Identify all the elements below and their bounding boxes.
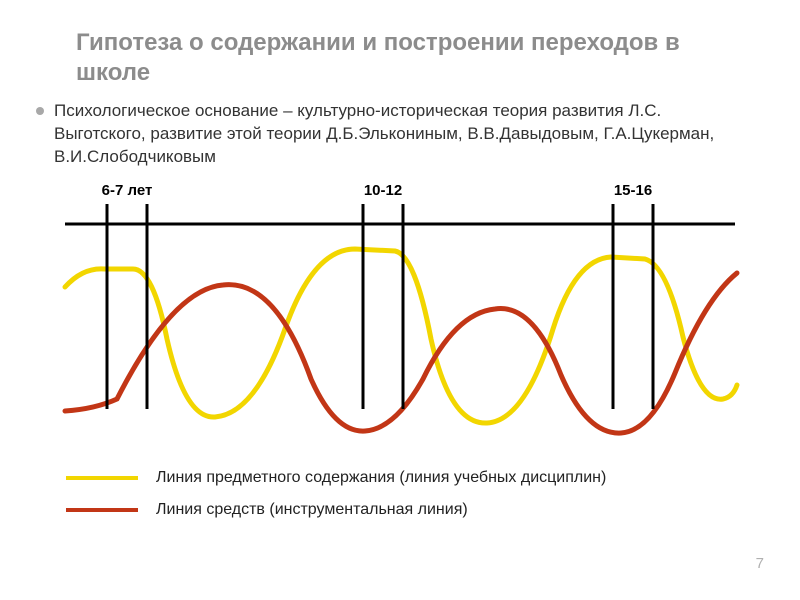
age-label: 6-7 лет [102, 182, 153, 199]
body-text: Психологическое основание – культурно-ис… [54, 100, 752, 169]
series-means [65, 273, 737, 433]
legend-label: Линия предметного содержания (линия учеб… [156, 469, 606, 487]
legend-swatch [66, 476, 138, 480]
legend-swatch [66, 508, 138, 512]
body-bullet: Психологическое основание – культурно-ис… [36, 100, 752, 179]
page-title: Гипотеза о содержании и построении перех… [48, 28, 752, 88]
legend-label: Линия средств (инструментальная линия) [156, 501, 468, 519]
age-label: 15-16 [614, 182, 652, 199]
legend-row: Линия средств (инструментальная линия) [66, 501, 752, 519]
transitions-chart: 6-7 лет 10-12 15-16 [55, 179, 745, 449]
page-number: 7 [756, 555, 764, 572]
chart-svg [55, 179, 745, 449]
age-label: 10-12 [364, 182, 402, 199]
legend: Линия предметного содержания (линия учеб… [48, 469, 752, 519]
series-subject_content [65, 249, 737, 423]
legend-row: Линия предметного содержания (линия учеб… [66, 469, 752, 487]
bullet-icon [36, 107, 44, 115]
